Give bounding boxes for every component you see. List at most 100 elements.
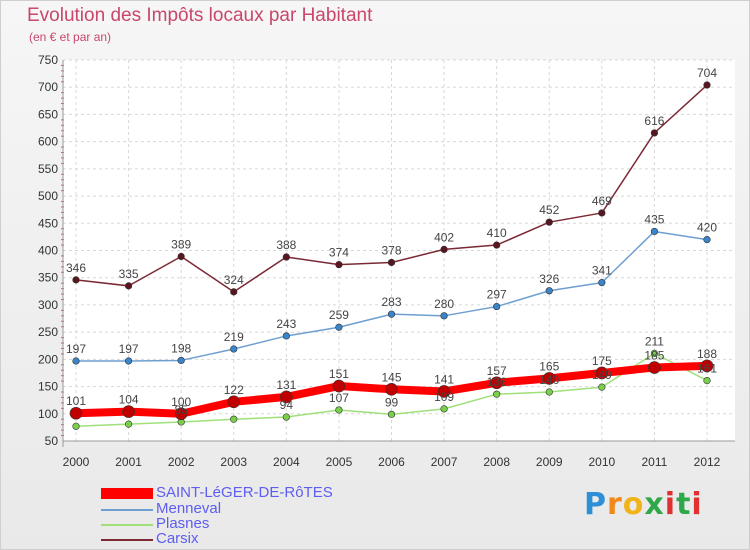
data-point: [174, 407, 188, 421]
data-point: [703, 236, 711, 244]
legend-label: Carsix: [156, 530, 199, 547]
data-label: 243: [276, 317, 296, 331]
data-label: 99: [385, 395, 399, 409]
data-point: [545, 388, 553, 396]
data-point: [545, 287, 553, 295]
data-point: [335, 406, 343, 414]
data-label: 616: [644, 114, 664, 128]
x-tick-label: 2004: [273, 455, 300, 469]
data-label: 389: [171, 237, 191, 251]
data-point: [700, 359, 714, 373]
data-point: [437, 385, 451, 398]
legend-label: Menneval: [156, 500, 222, 517]
logo-letter: i: [664, 487, 677, 522]
data-point: [703, 81, 711, 89]
data-point: [332, 379, 346, 393]
y-tick-label: 150: [38, 380, 58, 394]
data-point: [595, 366, 609, 380]
data-point: [650, 349, 659, 357]
data-point: [124, 357, 133, 365]
y-tick-label: 500: [38, 189, 58, 203]
logo-letter: P: [584, 487, 607, 522]
data-point: [124, 420, 133, 428]
data-point: [387, 310, 396, 318]
logo-letter: r: [607, 487, 623, 522]
data-label: 140: [539, 373, 559, 387]
data-point: [440, 405, 448, 413]
series-1: [72, 227, 711, 365]
chart-title: Evolution des Impôts locaux par Habitant: [27, 5, 373, 26]
data-point: [648, 361, 661, 374]
x-tick-label: 2012: [694, 455, 721, 469]
data-label: 157: [487, 364, 507, 378]
data-label: 402: [434, 230, 454, 244]
y-tick-label: 300: [38, 298, 58, 312]
data-point: [440, 245, 448, 254]
data-label: 452: [539, 203, 559, 217]
data-label: 185: [644, 349, 664, 363]
data-label: 280: [434, 297, 454, 311]
y-tick-label: 750: [38, 53, 58, 67]
data-label: 335: [119, 267, 139, 281]
y-tick-label: 700: [38, 80, 58, 94]
data-label: 141: [434, 372, 454, 386]
data-point: [282, 253, 290, 261]
data-label: 101: [66, 394, 86, 408]
data-point: [493, 390, 501, 398]
data-point: [335, 261, 343, 269]
data-point: [598, 279, 606, 287]
data-label: 410: [487, 226, 507, 240]
data-point: [490, 376, 503, 390]
data-point: [177, 252, 185, 261]
data-label: 145: [381, 370, 401, 384]
data-label: 197: [119, 342, 139, 356]
data-label: 109: [434, 390, 454, 404]
data-label: 219: [224, 330, 244, 344]
y-tick-label: 600: [38, 135, 58, 149]
data-point: [493, 302, 501, 311]
logo-letter: x: [644, 487, 665, 522]
data-label: 188: [697, 347, 717, 361]
data-point: [493, 241, 501, 249]
data-point: [387, 258, 396, 267]
data-point: [598, 383, 606, 391]
data-point: [280, 390, 293, 404]
data-label: 374: [329, 246, 349, 260]
logo-letter: i: [691, 487, 703, 522]
line-chart: 50 100 150 200 250 300 350 400 450 500 550 600 650 70…: [38, 53, 735, 469]
data-label: 378: [381, 243, 401, 257]
data-point: [387, 410, 396, 418]
x-tick-label: 2003: [220, 455, 247, 469]
data-label: 346: [66, 261, 86, 275]
y-tick-label: 400: [38, 244, 58, 258]
chart-subtitle: (en € et par an): [29, 30, 112, 44]
data-label: 211: [645, 334, 664, 348]
data-point: [69, 406, 83, 420]
data-point: [542, 372, 556, 385]
x-tick-label: 2010: [588, 455, 615, 469]
data-label: 165: [539, 359, 559, 373]
data-label: 704: [697, 66, 717, 80]
data-label: 420: [697, 221, 717, 235]
x-tick-label: 2001: [115, 455, 142, 469]
data-point: [177, 356, 185, 365]
y-tick-label: 200: [38, 352, 58, 366]
data-label: 161: [697, 362, 717, 376]
data-label: 175: [592, 354, 612, 368]
legend-swatch: [101, 539, 153, 541]
y-tick-label: 550: [38, 162, 58, 176]
x-tick-label: 2011: [642, 455, 668, 469]
data-point: [122, 405, 135, 418]
y-tick-label: 250: [38, 325, 58, 339]
x-tick-label: 2000: [63, 455, 90, 469]
data-point: [230, 288, 238, 296]
x-tick-label: 2008: [483, 455, 510, 469]
y-tick-label: 450: [38, 216, 58, 230]
data-point: [230, 415, 238, 423]
data-label: 435: [644, 212, 664, 226]
data-label: 283: [381, 295, 401, 309]
data-label: 131: [276, 378, 296, 392]
data-point: [598, 209, 606, 217]
legend-swatch: [101, 509, 153, 511]
